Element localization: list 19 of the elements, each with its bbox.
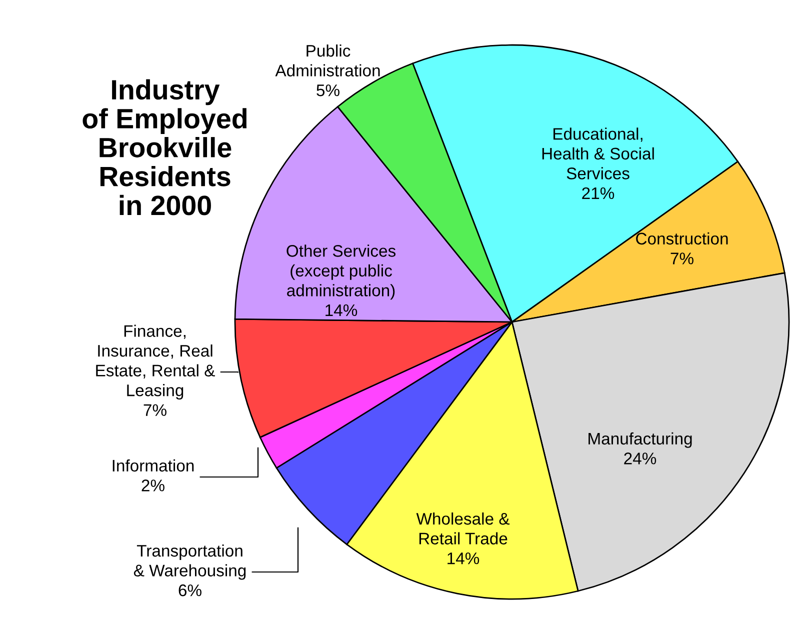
data-label: 6% — [178, 584, 202, 596]
data-label: 14% — [448, 552, 480, 564]
slice-label: Transportation & Warehousing — [134, 544, 246, 580]
text: Industry of Employed Brookville Residents in 2000 — [82, 79, 247, 216]
data-label: 24% — [624, 452, 656, 464]
slice-label: Manufacturing — [588, 432, 692, 448]
slice-label: Educational, Health & Social Services — [542, 128, 654, 180]
data-label: 14% — [326, 304, 358, 316]
data-label: 7% — [670, 252, 694, 264]
slice-label: Wholesale & Retail Trade — [416, 512, 510, 544]
slice-label: Construction — [636, 232, 728, 245]
slice-label: Information — [112, 459, 194, 472]
data-label: 21% — [582, 187, 614, 200]
slice-label: Public Administration — [275, 44, 380, 76]
data-label: 2% — [142, 480, 164, 492]
slice-label: Other Services (except public administration) — [286, 244, 396, 300]
slice-label: Finance, Insurance, Real Estate, Rental & Leasing — [96, 324, 215, 400]
data-label: 5% — [316, 84, 340, 96]
data-label: 7% — [144, 404, 166, 416]
